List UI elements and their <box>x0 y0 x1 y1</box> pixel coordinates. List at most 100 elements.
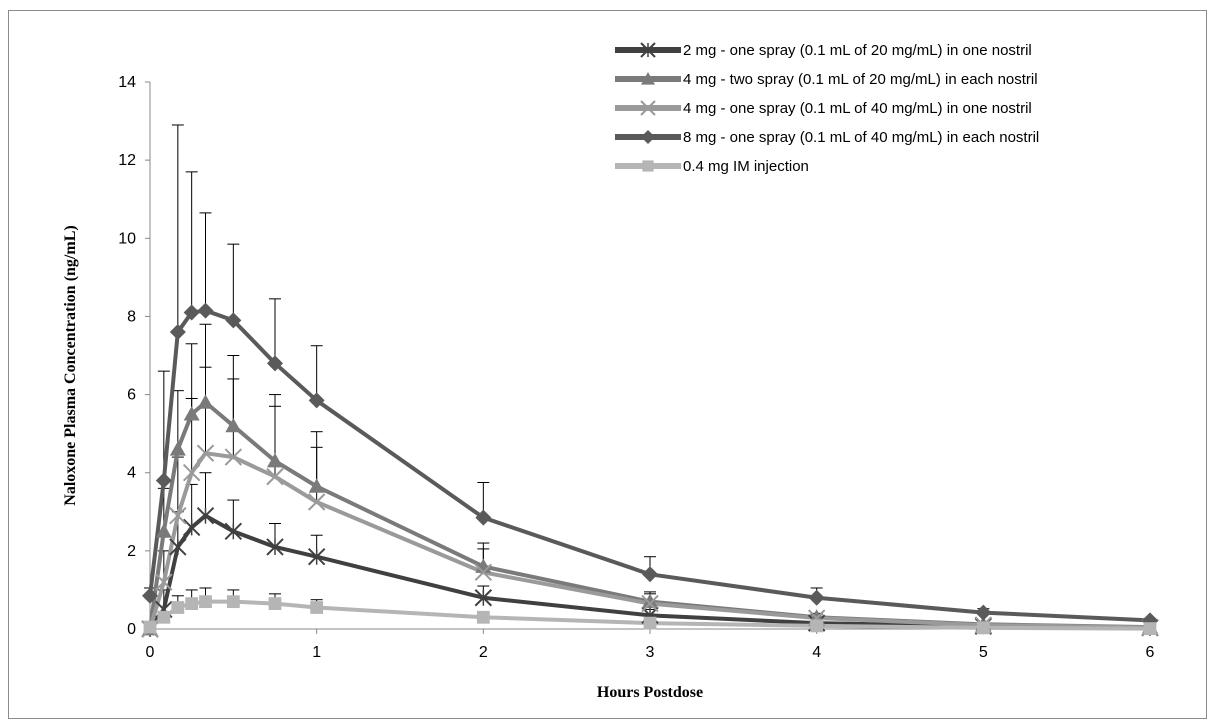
x-marker-stroke <box>182 464 201 482</box>
square-marker <box>810 619 824 633</box>
data-point <box>310 601 324 614</box>
triangle-marker <box>155 523 172 538</box>
square-marker <box>157 610 171 624</box>
x-marker-stroke <box>196 444 215 462</box>
data-point <box>182 518 201 537</box>
x-tick-label: 2 <box>479 644 488 661</box>
data-point <box>307 548 326 566</box>
data-point <box>185 597 199 611</box>
legend-marker <box>640 42 656 58</box>
chart-figure: 0 2 4 6 8 10 12 14 0 1 2 3 4 5 6 2 mg - one spray (0.1… <box>8 10 1207 719</box>
x-marker-stroke <box>641 594 659 613</box>
data-point <box>266 467 284 486</box>
square-marker <box>171 601 185 614</box>
square-marker <box>199 595 212 609</box>
data-point <box>643 616 657 630</box>
square-marker <box>643 616 657 630</box>
square-marker <box>185 597 199 611</box>
diamond-marker <box>169 324 186 341</box>
y-axis-label: Naloxone Plasma Concentration (ng/mL) <box>62 225 79 505</box>
x-tick-label: 0 <box>146 644 155 661</box>
data-point <box>267 452 283 468</box>
diamond-marker <box>183 304 200 321</box>
x-marker-stroke <box>155 573 173 591</box>
x-tick-label: 1 <box>312 644 321 661</box>
diamond-marker <box>475 509 492 526</box>
square-marker <box>143 620 157 634</box>
diamond-marker <box>975 604 992 621</box>
data-point <box>266 538 284 556</box>
square-marker <box>310 601 324 614</box>
x-marker-stroke <box>266 467 284 486</box>
data-point <box>155 472 172 489</box>
data-point <box>182 464 201 482</box>
data-point <box>476 610 490 624</box>
legend-label: 4 mg - one spray (0.1 mL of 40 mg/mL) in… <box>683 100 1032 117</box>
triangle-marker <box>308 478 325 493</box>
triangle-marker <box>225 417 242 433</box>
diamond-marker <box>197 302 214 319</box>
x-marker-stroke <box>169 506 187 525</box>
data-point <box>199 595 212 609</box>
legend-marker <box>640 100 656 116</box>
data-point <box>224 522 243 541</box>
data-point <box>183 406 200 421</box>
legend-label: 4 mg - two spray (0.1 mL of 20 mg/mL) in… <box>683 71 1038 88</box>
data-point <box>268 597 282 611</box>
square-marker <box>1143 622 1157 636</box>
x-marker-stroke <box>224 448 243 466</box>
data-point <box>196 506 215 525</box>
y-tick-label: 4 <box>127 465 136 482</box>
data-point <box>1143 622 1157 636</box>
x-tick-label: 6 <box>1146 644 1155 661</box>
square-marker <box>976 621 990 635</box>
data-point <box>474 563 493 582</box>
data-point <box>642 566 658 583</box>
square-marker <box>476 610 490 624</box>
triangle-marker <box>267 452 283 468</box>
triangle-marker <box>169 441 186 456</box>
data-point <box>155 573 173 591</box>
square-marker <box>642 160 654 172</box>
diamond-marker <box>142 587 158 604</box>
series-markers <box>141 302 1159 638</box>
legend: 2 mg - one spray (0.1 mL of 20 mg/mL) in… <box>615 42 1039 175</box>
data-point <box>642 593 658 609</box>
data-point <box>808 589 825 606</box>
data-point <box>197 394 214 409</box>
data-point <box>157 610 171 624</box>
data-point <box>975 604 992 621</box>
legend-label: 0.4 mg IM injection <box>683 158 809 175</box>
data-point <box>197 302 214 319</box>
y-tick-label: 14 <box>118 74 136 91</box>
data-point <box>641 594 659 613</box>
legend-marker <box>641 72 655 85</box>
x-tick-label: 4 <box>812 644 821 661</box>
data-point <box>976 621 990 635</box>
data-point <box>225 417 242 433</box>
triangle-marker <box>197 394 214 409</box>
y-tick-label: 2 <box>127 543 136 560</box>
diamond-marker <box>267 355 283 372</box>
data-point <box>143 620 157 634</box>
x-axis-label: Hours Postdose <box>597 684 703 701</box>
data-point <box>308 478 325 493</box>
data-point <box>183 304 200 321</box>
data-point <box>307 493 326 511</box>
triangle-marker <box>642 593 658 609</box>
data-point <box>225 312 242 329</box>
data-point <box>196 444 215 462</box>
data-point <box>226 595 240 609</box>
triangle-marker <box>641 72 655 85</box>
x-tick-label: 3 <box>646 644 655 661</box>
legend-label: 8 mg - one spray (0.1 mL of 40 mg/mL) in… <box>683 129 1039 146</box>
diamond-marker <box>808 589 825 606</box>
square-marker <box>268 597 282 611</box>
data-point <box>142 587 158 604</box>
legend-label: 2 mg - one spray (0.1 mL of 20 mg/mL) in… <box>683 42 1032 59</box>
data-point <box>810 619 824 633</box>
x-marker-stroke <box>640 100 656 116</box>
y-tick-label: 12 <box>118 152 136 169</box>
